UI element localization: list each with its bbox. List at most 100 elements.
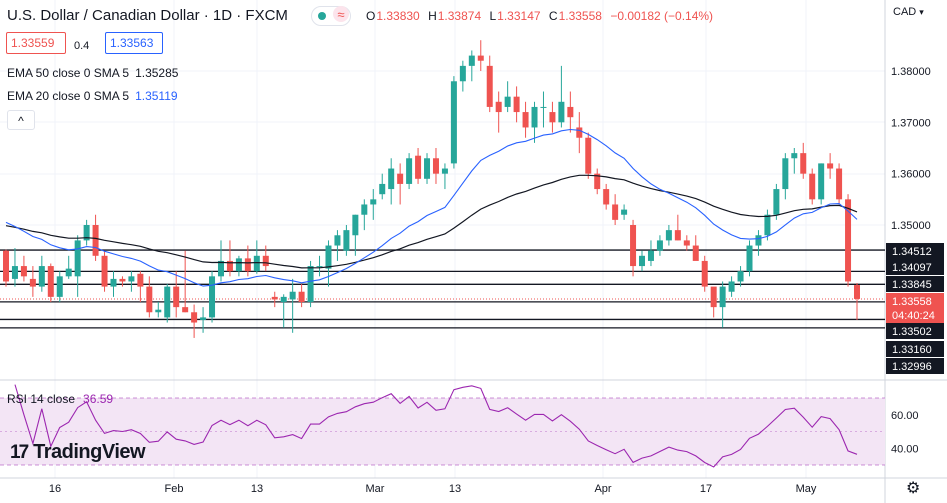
candle [818,163,825,205]
candle-body [173,286,180,308]
level-label-box [886,358,944,374]
candle-body [701,260,708,287]
candle [38,255,45,292]
candle-body [47,266,54,297]
candle [612,194,619,225]
rsi-tick: 60.00 [891,410,919,422]
candle [585,132,592,179]
ohlc-change: −0.00182 (−0.14%) [610,9,714,23]
candle [280,294,287,328]
candle [101,250,108,292]
candle [603,183,610,210]
time-label: 16 [49,483,61,495]
candle-body [567,106,574,118]
candle [235,255,242,277]
rsi-tick: 40.00 [891,443,919,455]
candle [647,240,654,267]
candle-body [74,240,81,277]
candle-body [334,235,341,246]
candle [173,271,180,318]
candle [388,158,395,205]
time-label: 13 [251,483,263,495]
gear-icon[interactable]: ⚙ [906,480,921,497]
candle [674,214,681,241]
candle [692,235,699,261]
level-label-box [886,243,944,259]
candle [352,214,359,256]
candle-body [137,273,144,287]
market-open-icon [318,12,326,20]
candle-body [630,225,637,267]
candle-body [558,101,565,123]
ohlc-high: 1.33874 [437,9,482,23]
candle [379,173,386,200]
candle-body [325,245,332,269]
candle-body [155,309,162,313]
candle-body [809,173,816,200]
candle [567,91,574,133]
level-label: 1.33502 [892,326,932,338]
candle [737,266,744,287]
candle [800,142,807,179]
candle [271,291,278,308]
candle [110,271,117,297]
candle-body [182,307,189,313]
candle-body [38,266,45,287]
candle [827,153,834,179]
candle [486,55,493,113]
tradingview-text: TradingView [33,441,146,463]
ema50-legend[interactable]: EMA 50 close 0 SMA 5 1.35285 [7,66,178,80]
candle-body [65,268,72,277]
candle-body [406,158,413,184]
candle [441,163,448,190]
tradingview-mark-icon: 17 [10,442,29,463]
candle [791,148,798,174]
tradingview-logo[interactable]: 17 TradingView [10,441,146,464]
candle-body [692,245,699,261]
ohlc-values: O1.33830 H1.33874 L1.33147 C1.33558 −0.0… [366,9,718,23]
sell-price-button[interactable]: 1.33559 [6,32,66,54]
candle [226,240,233,277]
candle [639,250,646,272]
candle-body [226,260,233,272]
candle-body [262,255,269,267]
candle [155,302,162,318]
candle [477,40,484,71]
candle [549,101,556,133]
candle [415,148,422,184]
candle-body [845,199,852,282]
rsi-legend[interactable]: RSI 14 close 36.59 [7,392,113,406]
candle-body [379,183,386,195]
level-label: 1.34512 [892,246,932,258]
candle [495,91,502,133]
candle [746,240,753,277]
ohlc-close-key: C [548,9,558,23]
symbol-title[interactable]: U.S. Dollar / Canadian Dollar · 1D · FXC… [7,7,288,24]
candle [217,240,224,282]
candle [621,204,628,220]
price-tick: 1.38000 [891,66,931,78]
candle-body [603,189,610,205]
currency-selector[interactable]: CAD ▾ [893,6,924,18]
buy-price-button[interactable]: 1.33563 [105,32,163,54]
candle-body [119,278,126,282]
market-status-toggle[interactable]: ≈ [311,6,351,26]
candle-body [316,266,323,268]
candle [128,271,135,292]
countdown-label: 04:40:24 [892,310,935,322]
collapse-legend-button[interactable]: ^ [7,110,35,130]
level-label: 1.32996 [892,361,932,373]
ema20-legend[interactable]: EMA 20 close 0 SMA 5 1.35119 [7,89,178,103]
candle [764,209,771,241]
candle [576,112,583,154]
currency-label: CAD [893,6,917,18]
candle [558,65,565,128]
ema50-value: 1.35285 [135,66,179,80]
candle [630,219,637,277]
candle [11,248,18,287]
candle-body [594,173,601,190]
candle-body [621,209,628,215]
time-label: 17 [700,483,712,495]
candle [719,281,726,328]
